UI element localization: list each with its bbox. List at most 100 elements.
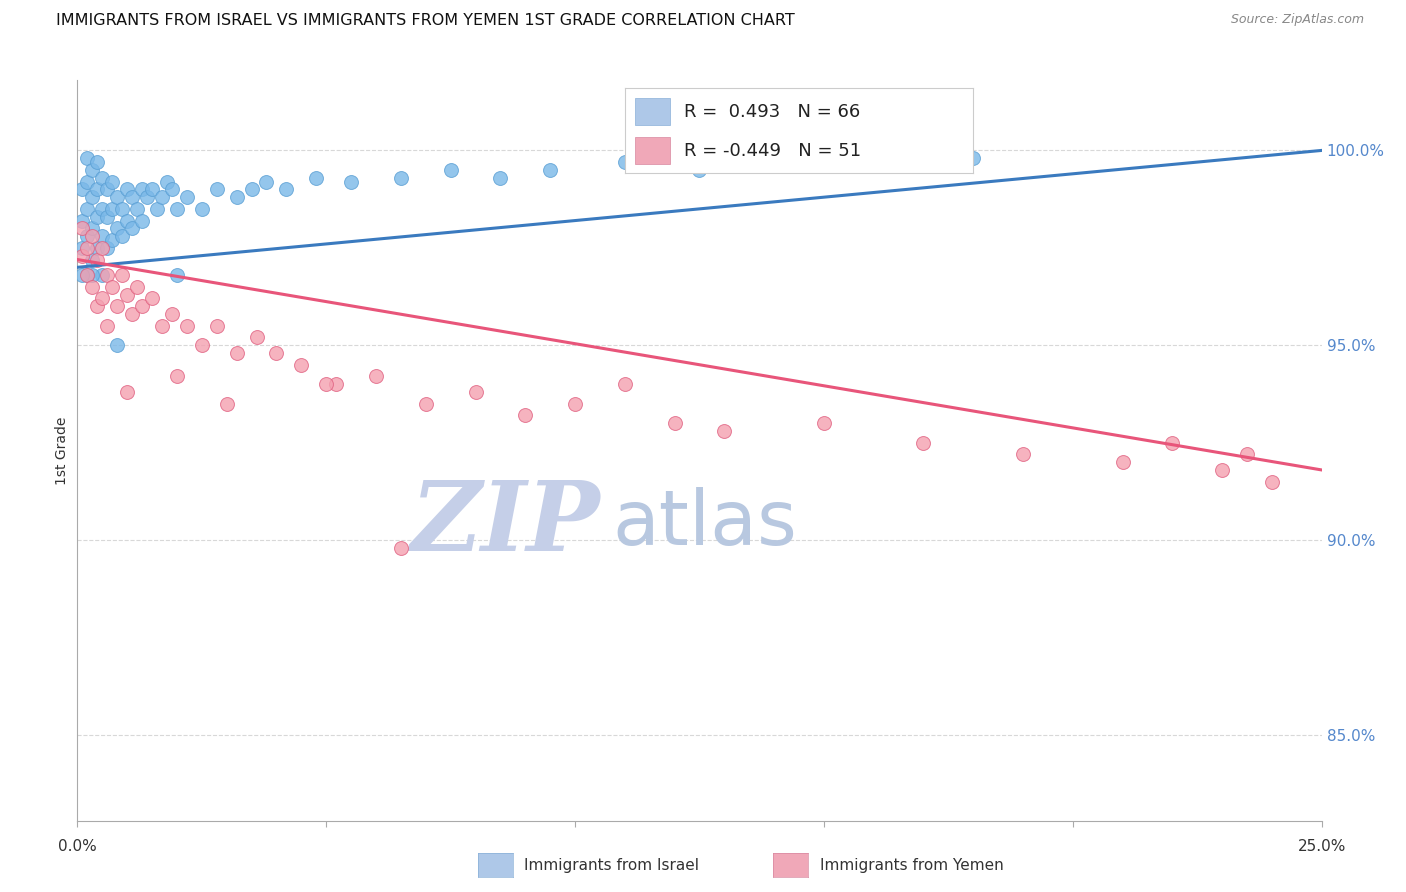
Point <box>72 268 94 282</box>
Point <box>96 210 118 224</box>
Point <box>225 190 247 204</box>
Point <box>325 377 347 392</box>
Point <box>121 307 143 321</box>
Text: IMMIGRANTS FROM ISRAEL VS IMMIGRANTS FROM YEMEN 1ST GRADE CORRELATION CHART: IMMIGRANTS FROM ISRAEL VS IMMIGRANTS FRO… <box>56 13 794 29</box>
Point <box>166 268 188 282</box>
Text: 25.0%: 25.0% <box>1298 839 1346 855</box>
Text: R = -0.449   N = 51: R = -0.449 N = 51 <box>685 142 862 160</box>
Point <box>115 182 138 196</box>
Point <box>91 292 114 306</box>
Point <box>86 210 108 224</box>
Point <box>912 435 935 450</box>
Point <box>813 416 835 430</box>
Point <box>76 175 98 189</box>
Point <box>290 358 312 372</box>
Point <box>86 155 108 169</box>
Point <box>72 213 94 227</box>
Point <box>613 155 636 169</box>
Point <box>76 151 98 165</box>
Point <box>415 397 437 411</box>
Point <box>1236 447 1258 461</box>
Point <box>160 307 183 321</box>
Point <box>91 268 114 282</box>
Point <box>389 541 412 555</box>
Point <box>115 213 138 227</box>
Point <box>150 318 173 333</box>
Point <box>389 170 412 185</box>
Point <box>150 190 173 204</box>
Point <box>215 397 238 411</box>
Point <box>166 202 188 216</box>
Point <box>101 233 124 247</box>
Bar <box>636 137 671 164</box>
Point <box>96 182 118 196</box>
Point <box>91 202 114 216</box>
Point <box>105 190 128 204</box>
Point <box>689 162 711 177</box>
Point <box>256 175 278 189</box>
Point <box>176 318 198 333</box>
Point <box>82 280 104 294</box>
Point <box>72 249 94 263</box>
Point <box>86 241 108 255</box>
Point <box>96 268 118 282</box>
Point <box>136 190 159 204</box>
Point <box>72 241 94 255</box>
Text: 0.0%: 0.0% <box>58 839 97 855</box>
Point <box>564 397 586 411</box>
Point <box>105 221 128 235</box>
Point <box>1111 455 1133 469</box>
Point <box>862 155 884 169</box>
Point <box>111 202 134 216</box>
Point <box>82 162 104 177</box>
Text: R =  0.493   N = 66: R = 0.493 N = 66 <box>685 103 860 120</box>
Point <box>160 182 183 196</box>
Point <box>105 338 128 352</box>
Point <box>1161 435 1184 450</box>
Point <box>763 155 786 169</box>
Point <box>205 318 228 333</box>
Point <box>76 268 98 282</box>
Point <box>96 241 118 255</box>
Point <box>82 190 104 204</box>
Text: ZIP: ZIP <box>411 477 600 572</box>
Point <box>86 182 108 196</box>
Text: atlas: atlas <box>613 488 797 561</box>
Point <box>111 268 134 282</box>
Point <box>266 346 288 360</box>
Point <box>91 170 114 185</box>
Point <box>245 330 267 344</box>
Point <box>131 182 153 196</box>
Point <box>91 241 114 255</box>
Point <box>111 229 134 244</box>
Point <box>205 182 228 196</box>
Point <box>166 369 188 384</box>
Point <box>101 280 124 294</box>
Point <box>276 182 298 196</box>
Point <box>91 229 114 244</box>
Point <box>156 175 179 189</box>
Point <box>82 229 104 244</box>
Point <box>664 416 686 430</box>
Point <box>464 384 486 399</box>
Point <box>364 369 387 384</box>
Point <box>713 424 735 438</box>
Point <box>121 221 143 235</box>
Point <box>146 202 169 216</box>
Point <box>72 182 94 196</box>
Point <box>72 221 94 235</box>
Bar <box>636 98 671 125</box>
Point <box>340 175 363 189</box>
Point <box>141 182 163 196</box>
Text: Source: ZipAtlas.com: Source: ZipAtlas.com <box>1230 13 1364 27</box>
Point <box>538 162 561 177</box>
Point <box>101 175 124 189</box>
Point <box>1211 463 1233 477</box>
Point <box>76 202 98 216</box>
Point <box>82 221 104 235</box>
Point <box>962 151 984 165</box>
Point <box>131 213 153 227</box>
Point <box>1261 475 1284 489</box>
Point <box>76 241 98 255</box>
Point <box>240 182 263 196</box>
